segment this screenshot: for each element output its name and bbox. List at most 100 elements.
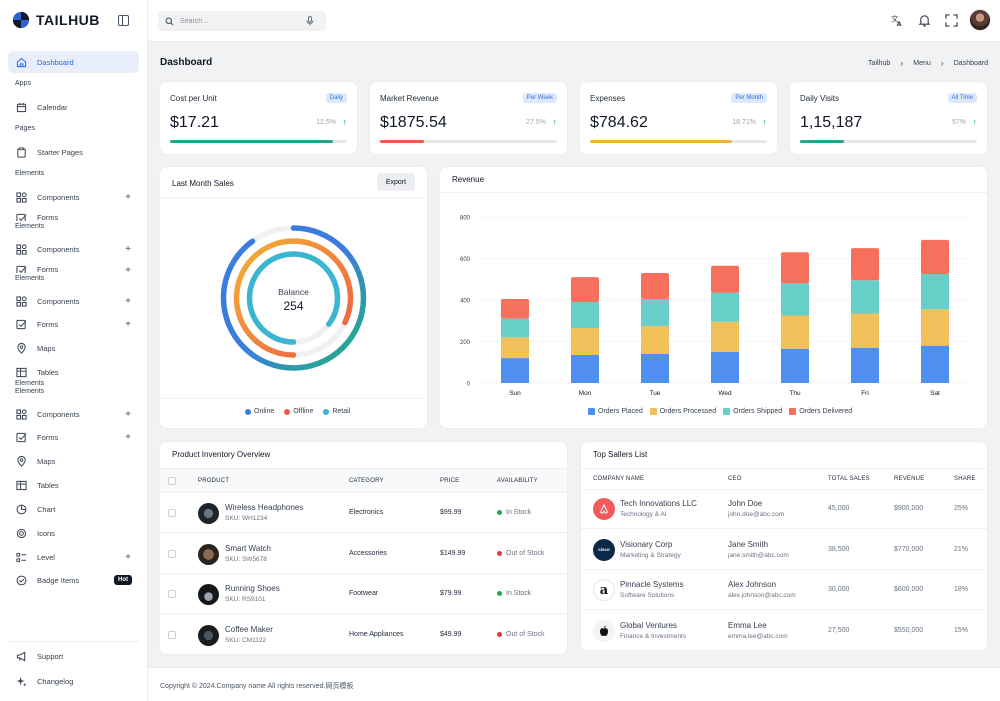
bar-orders-delivered[interactable] bbox=[711, 266, 739, 293]
column-header-price[interactable]: PRICE bbox=[440, 478, 459, 484]
sidebar-item-forms[interactable]: Forms + bbox=[8, 313, 139, 335]
plus-icon[interactable]: + bbox=[125, 244, 131, 255]
bar-orders-shipped[interactable] bbox=[921, 274, 949, 309]
column-header-revenue[interactable]: REVENUE bbox=[894, 476, 924, 482]
bar-orders-shipped[interactable] bbox=[641, 299, 669, 326]
company-name[interactable]: Pinnacle Systems bbox=[620, 580, 684, 589]
bar-orders-processed[interactable] bbox=[921, 309, 949, 345]
row-checkbox[interactable] bbox=[168, 550, 176, 558]
column-header-availability[interactable]: AVAILABILITY bbox=[497, 478, 538, 484]
microphone-icon[interactable] bbox=[306, 16, 314, 26]
bar-orders-delivered[interactable] bbox=[781, 252, 809, 283]
bar-orders-placed[interactable] bbox=[501, 358, 529, 383]
legend-item[interactable]: Retail bbox=[323, 408, 350, 415]
ceo-email[interactable]: jane.smith@abc.com bbox=[728, 552, 789, 559]
bar-orders-shipped[interactable] bbox=[571, 302, 599, 328]
export-button[interactable]: Export bbox=[377, 173, 415, 191]
legend-item[interactable]: Online bbox=[245, 408, 274, 415]
bar-orders-placed[interactable] bbox=[641, 354, 669, 383]
sidebar-item-changelog[interactable]: Changelog bbox=[8, 670, 139, 692]
user-avatar[interactable] bbox=[969, 9, 991, 31]
sidebar-item-maps[interactable]: Maps bbox=[8, 337, 139, 359]
bar-orders-delivered[interactable] bbox=[641, 273, 669, 299]
sidebar-item-tables[interactable]: Tables bbox=[8, 474, 139, 496]
company-name[interactable]: Visionary Corp bbox=[620, 540, 672, 549]
bell-icon[interactable] bbox=[918, 14, 931, 27]
sidebar-toggle-icon[interactable] bbox=[118, 15, 129, 26]
product-name[interactable]: Running Shoes bbox=[225, 584, 280, 593]
product-name[interactable]: Coffee Maker bbox=[225, 625, 273, 634]
sidebar-item-chart[interactable]: Chart bbox=[8, 498, 139, 520]
plus-icon[interactable]: + bbox=[125, 552, 131, 563]
column-header-ceo[interactable]: CEO bbox=[728, 476, 742, 482]
legend-item[interactable]: Offline bbox=[284, 408, 313, 415]
table-row[interactable]: Coffee Maker SKU: CM1122 Home Appliances $4… bbox=[160, 615, 567, 655]
bar-orders-processed[interactable] bbox=[641, 326, 669, 354]
bar-orders-delivered[interactable] bbox=[851, 248, 879, 280]
sidebar-item-components[interactable]: Components + bbox=[8, 290, 139, 312]
bar-orders-placed[interactable] bbox=[921, 346, 949, 383]
sidebar-item-components[interactable]: Components + bbox=[8, 238, 139, 260]
sidebar-item-maps[interactable]: Maps bbox=[8, 450, 139, 472]
bar-orders-placed[interactable] bbox=[781, 349, 809, 383]
plus-icon[interactable]: + bbox=[125, 192, 131, 203]
legend-item[interactable]: Orders Placed bbox=[588, 408, 643, 415]
table-row[interactable]: Running Shoes SKU: RS9101 Footwear $79.99 In… bbox=[160, 574, 567, 614]
table-row[interactable]: Wireless Headphones SKU: WH1234 Electronic… bbox=[160, 493, 567, 533]
bar-orders-placed[interactable] bbox=[571, 355, 599, 383]
column-header-category[interactable]: CATEGORY bbox=[349, 478, 384, 484]
sidebar-item-icons[interactable]: Icons bbox=[8, 522, 139, 544]
row-checkbox[interactable] bbox=[168, 590, 176, 598]
sidebar-item-calendar[interactable]: Calendar bbox=[8, 96, 139, 118]
product-name[interactable]: Wireless Headphones bbox=[225, 503, 303, 512]
breadcrumb-item[interactable]: Tailhub bbox=[868, 60, 890, 67]
bar-orders-placed[interactable] bbox=[851, 348, 879, 383]
company-name[interactable]: Global Ventures bbox=[620, 621, 677, 630]
column-header-company[interactable]: COMPANY NAME bbox=[593, 476, 644, 482]
sidebar-item-components[interactable]: Components + bbox=[8, 403, 139, 425]
brand[interactable]: TAILHUB bbox=[12, 11, 100, 29]
sidebar-item-starter-pages[interactable]: Starter Pages bbox=[8, 141, 139, 163]
plus-icon[interactable]: + bbox=[125, 409, 131, 420]
bar-orders-processed[interactable] bbox=[781, 316, 809, 349]
translate-icon[interactable]: 文A bbox=[891, 14, 904, 27]
company-name[interactable]: Tech Innovations LLC bbox=[620, 499, 697, 508]
bar-orders-placed[interactable] bbox=[711, 352, 739, 383]
search-box[interactable] bbox=[158, 11, 326, 31]
bar-orders-delivered[interactable] bbox=[571, 277, 599, 302]
ceo-email[interactable]: alex.johnson@abc.com bbox=[728, 592, 796, 599]
bar-orders-shipped[interactable] bbox=[501, 319, 529, 338]
plus-icon[interactable]: + bbox=[125, 296, 131, 307]
plus-icon[interactable]: + bbox=[125, 319, 131, 330]
legend-item[interactable]: Orders Delivered bbox=[789, 408, 852, 415]
bar-orders-processed[interactable] bbox=[501, 337, 529, 358]
sidebar-item-badge-items[interactable]: Badge Items Hot bbox=[8, 569, 139, 591]
row-checkbox[interactable] bbox=[168, 509, 176, 517]
select-all-checkbox[interactable] bbox=[168, 477, 176, 485]
bar-orders-processed[interactable] bbox=[571, 328, 599, 355]
sidebar-item-forms[interactable]: Forms + bbox=[8, 261, 139, 273]
column-header-share[interactable]: SHARE bbox=[954, 476, 976, 482]
bar-orders-processed[interactable] bbox=[851, 313, 879, 347]
legend-item[interactable]: Orders Processed bbox=[650, 408, 716, 415]
search-input[interactable] bbox=[180, 18, 300, 25]
row-checkbox[interactable] bbox=[168, 631, 176, 639]
bar-orders-shipped[interactable] bbox=[711, 293, 739, 322]
sidebar-item-forms[interactable]: Forms bbox=[8, 209, 139, 221]
table-row[interactable]: Tech Innovations LLC Technology & AI John … bbox=[581, 489, 987, 529]
fullscreen-icon[interactable] bbox=[945, 14, 958, 27]
breadcrumb-item[interactable]: Menu bbox=[913, 60, 931, 67]
table-row[interactable]: cisco Visionary Corp Marketing & Strategy J… bbox=[581, 530, 987, 570]
ceo-email[interactable]: emma.lee@abc.com bbox=[728, 633, 788, 640]
sidebar-item-level[interactable]: Level + bbox=[8, 546, 139, 568]
sidebar-item-components[interactable]: Components + bbox=[8, 186, 139, 208]
table-row[interactable]: Smart Watch SKU: SW5678 Accessories $149.99… bbox=[160, 534, 567, 574]
table-row[interactable]: Global Ventures Finance & Investments Emma… bbox=[581, 611, 987, 651]
bar-orders-delivered[interactable] bbox=[501, 299, 529, 319]
plus-icon[interactable]: + bbox=[125, 432, 131, 443]
bar-orders-delivered[interactable] bbox=[921, 240, 949, 274]
column-header-total-sales[interactable]: TOTAL SALES bbox=[828, 476, 870, 482]
sidebar-item-support[interactable]: Support bbox=[8, 645, 139, 667]
legend-item[interactable]: Orders Shipped bbox=[723, 408, 782, 415]
plus-icon[interactable]: + bbox=[125, 265, 131, 273]
